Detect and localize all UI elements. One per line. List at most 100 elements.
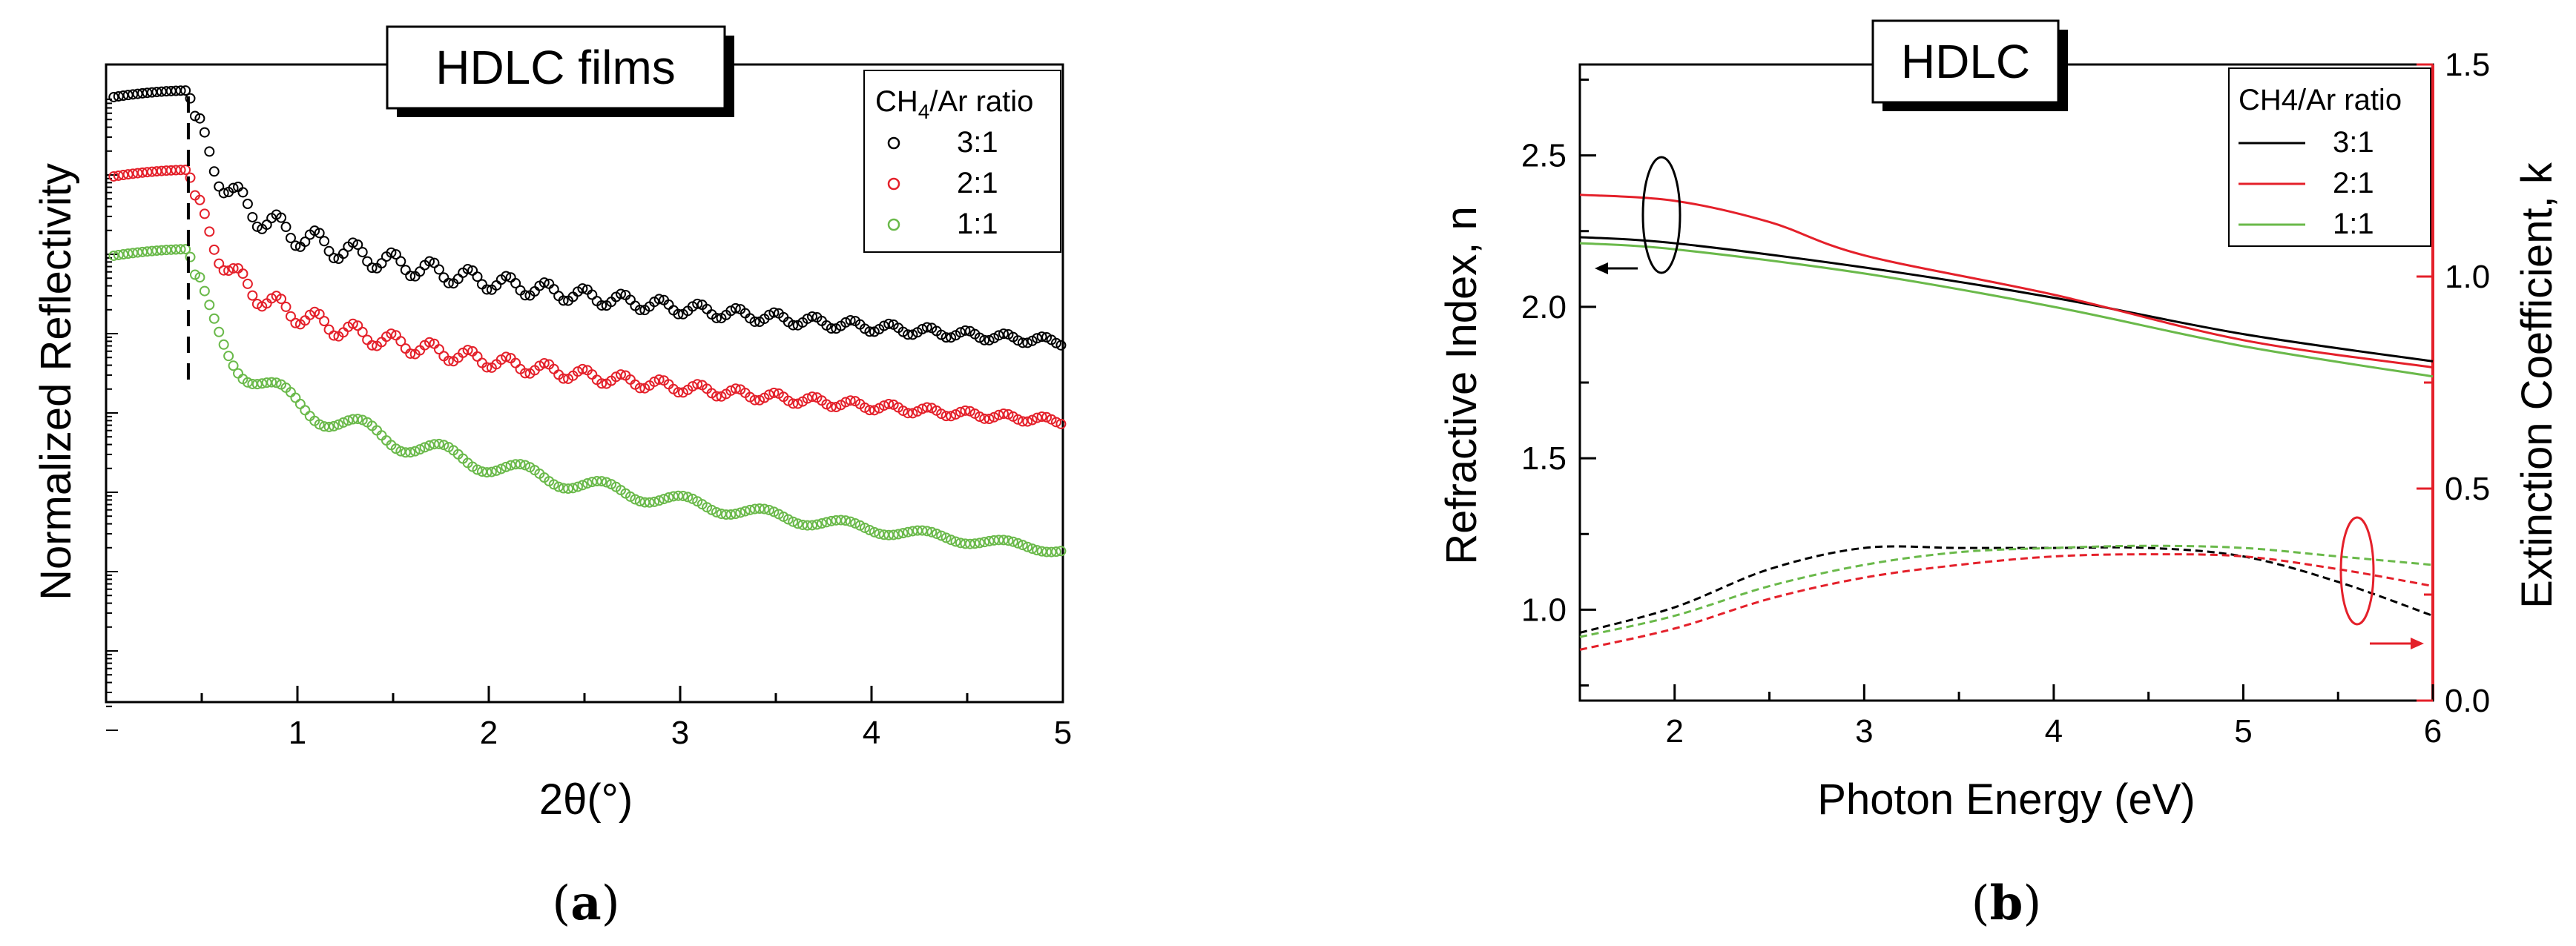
data-point (816, 518, 827, 529)
data-point (1050, 417, 1061, 428)
data-point (362, 256, 373, 267)
data-point (725, 509, 737, 520)
data-point (462, 345, 473, 356)
series-2-1-a (108, 165, 1067, 429)
data-point (309, 225, 320, 236)
data-point (921, 402, 932, 413)
data-point (548, 479, 559, 490)
chart-title-a: HDLC films (435, 41, 676, 94)
data-point (329, 330, 340, 341)
data-point (1041, 411, 1053, 423)
data-point (1032, 545, 1043, 556)
panel-caption-a: (a) (552, 876, 619, 931)
data-point (883, 529, 895, 540)
data-point (768, 307, 780, 318)
data-point (271, 377, 282, 388)
data-point (175, 85, 186, 96)
data-point (831, 402, 842, 413)
data-point (845, 395, 856, 406)
data-point (501, 461, 512, 472)
data-point (807, 311, 818, 322)
k-curve-1-1 (1579, 544, 2434, 638)
data-point (443, 277, 454, 288)
data-point (180, 244, 191, 255)
data-point (108, 250, 119, 261)
data-point (869, 405, 880, 416)
data-point (1003, 535, 1014, 546)
n-axis-arrowhead (1595, 262, 1608, 274)
data-point (251, 379, 263, 390)
data-point (897, 528, 909, 539)
data-point (510, 459, 521, 470)
data-point (386, 247, 397, 258)
data-point (577, 480, 588, 491)
legend-label-2-1: 2:1 (2333, 167, 2374, 199)
data-point (223, 351, 234, 362)
data-point (1032, 333, 1043, 344)
data-point (874, 528, 885, 539)
data-point (826, 515, 837, 526)
x-tick-label-b: 5 (2234, 713, 2252, 750)
data-point (214, 258, 225, 269)
data-point (725, 385, 737, 396)
data-point (802, 313, 813, 324)
data-point (673, 387, 684, 398)
data-point (649, 496, 660, 507)
data-point (520, 290, 531, 301)
data-point (706, 504, 717, 515)
data-point (132, 247, 143, 258)
data-point (1050, 337, 1061, 348)
data-point (300, 236, 311, 248)
data-point (438, 272, 449, 283)
legend-box-a (863, 70, 1061, 253)
data-point (390, 249, 401, 260)
data-point (596, 476, 607, 487)
data-point (285, 311, 296, 322)
data-point (974, 538, 985, 549)
data-point (926, 526, 938, 538)
data-point (405, 447, 416, 458)
legend-label-3-1: 3:1 (2333, 126, 2374, 159)
data-point (276, 294, 287, 305)
data-point (1022, 416, 1033, 427)
data-point (653, 294, 665, 305)
data-point (883, 318, 895, 329)
data-point (132, 88, 143, 99)
data-point (1017, 416, 1028, 427)
x-axis-label-a: 2θ(°) (539, 775, 633, 824)
data-point (802, 393, 813, 404)
data-point (395, 336, 406, 347)
data-point (118, 249, 129, 260)
data-point (1027, 543, 1038, 555)
data-point (730, 509, 741, 520)
data-point (247, 211, 258, 222)
data-point (343, 415, 354, 426)
panel-b: 2 3 4 5 6 1.0 1.5 2.0 2.5 0.0 0.5 1.0 1.5 Refractive… (1437, 19, 2561, 824)
legend-marker-1-1 (887, 218, 900, 231)
data-point (424, 256, 435, 267)
data-point (214, 181, 225, 192)
data-point (936, 530, 947, 541)
data-point (840, 397, 851, 408)
data-point (754, 394, 765, 406)
data-point (214, 326, 225, 337)
panel-caption-b: (b) (1971, 876, 2042, 931)
data-point (280, 301, 291, 312)
data-point (998, 535, 1009, 546)
series-b (1579, 194, 2434, 651)
data-point (122, 169, 134, 180)
y-tick-label-b: 2.0 (1521, 289, 1567, 325)
x-tick-label-b: 2 (1666, 713, 1684, 750)
data-point (329, 253, 340, 264)
data-point (424, 337, 435, 348)
data-point (314, 419, 325, 430)
x-tick-label-a: 5 (1054, 715, 1072, 751)
data-point (960, 405, 971, 416)
data-point (357, 247, 368, 258)
data-point (897, 406, 909, 417)
data-point (266, 377, 277, 388)
data-point (783, 514, 794, 525)
data-point (1055, 546, 1067, 557)
data-point (501, 271, 512, 282)
data-point (247, 290, 258, 301)
